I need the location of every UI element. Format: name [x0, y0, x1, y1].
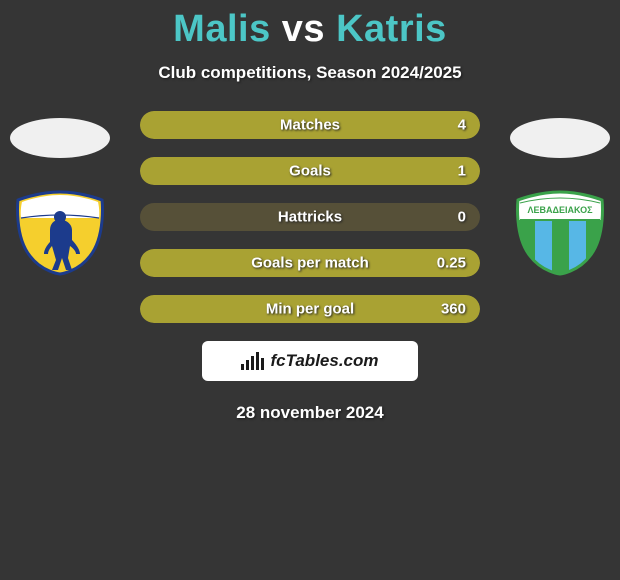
stats-panel: Matches 4 Goals 1 Hattricks 0 Goals per …	[140, 111, 480, 323]
svg-text:ΛΕΒΑΔΕΙΑΚΟΣ: ΛΕΒΑΔΕΙΑΚΟΣ	[528, 205, 594, 215]
stat-value: 0.25	[437, 255, 466, 272]
stat-row-hattricks: Hattricks 0	[140, 203, 480, 231]
bar-chart-icon	[241, 352, 264, 370]
brand-text: fcTables.com	[270, 351, 378, 371]
player-left-club-badge	[10, 190, 110, 276]
player-left-column	[10, 118, 110, 276]
brand-box: fcTables.com	[202, 341, 418, 381]
stat-label: Matches	[280, 117, 340, 134]
stat-label: Hattricks	[278, 209, 342, 226]
player-right-avatar	[510, 118, 610, 158]
title-sep: vs	[271, 8, 336, 50]
player-left-avatar	[10, 118, 110, 158]
stat-value: 0	[458, 209, 466, 226]
stat-value: 360	[441, 301, 466, 318]
stat-label: Goals	[289, 163, 331, 180]
title-right: Katris	[336, 8, 447, 50]
title-left: Malis	[173, 8, 271, 50]
page-title: Malis vs Katris	[0, 0, 620, 51]
stat-label: Min per goal	[266, 301, 354, 318]
stat-row-goals: Goals 1	[140, 157, 480, 185]
snapshot-date: 28 november 2024	[0, 403, 620, 423]
stat-label: Goals per match	[251, 255, 369, 272]
subtitle: Club competitions, Season 2024/2025	[0, 63, 620, 83]
stat-row-goals-per-match: Goals per match 0.25	[140, 249, 480, 277]
player-right-club-badge: ΛΕΒΑΔΕΙΑΚΟΣ	[510, 190, 610, 276]
stat-row-matches: Matches 4	[140, 111, 480, 139]
stat-value: 4	[458, 117, 466, 134]
player-right-column: ΛΕΒΑΔΕΙΑΚΟΣ	[510, 118, 610, 276]
stat-row-min-per-goal: Min per goal 360	[140, 295, 480, 323]
stat-value: 1	[458, 163, 466, 180]
